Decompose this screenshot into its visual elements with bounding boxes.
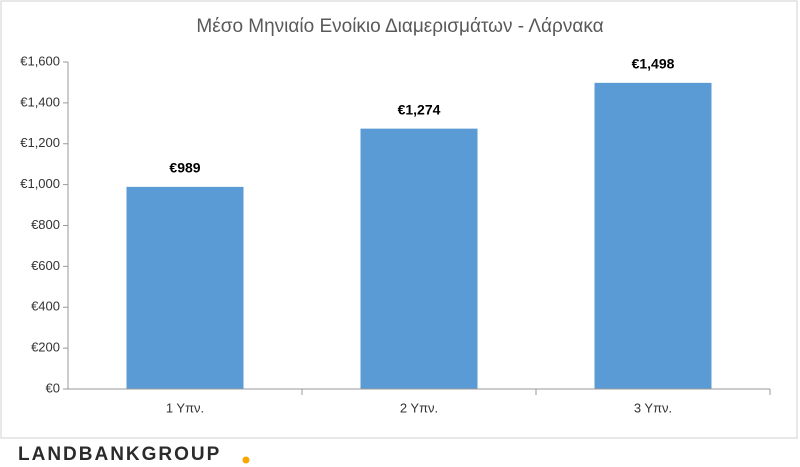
y-tick-label: €0 <box>46 380 60 395</box>
y-tick-label: €600 <box>31 258 60 273</box>
value-label: €1,274 <box>398 101 441 117</box>
y-tick-label: €1,200 <box>20 135 60 150</box>
y-tick-label: €1,000 <box>20 176 60 191</box>
bar <box>594 82 712 389</box>
logo-dot <box>242 456 250 464</box>
bar <box>126 186 244 389</box>
logo: LANDBANKGROUP <box>18 444 221 465</box>
y-tick-label: €1,600 <box>20 53 60 68</box>
x-tick-label: 3 Υπν. <box>634 400 672 415</box>
chart-title: Μέσο Μηνιαίο Ενοίκιο Διαμερισμάτων - Λάρ… <box>196 16 603 37</box>
y-tick-label: €200 <box>31 340 60 355</box>
bar <box>360 128 478 389</box>
value-label: €989 <box>169 160 200 176</box>
y-tick-label: €800 <box>31 217 60 232</box>
y-tick-label: €1,400 <box>20 94 60 109</box>
x-tick-label: 2 Υπν. <box>400 400 438 415</box>
x-tick-label: 1 Υπν. <box>166 400 204 415</box>
y-tick-label: €400 <box>31 299 60 314</box>
value-label: €1,498 <box>632 56 675 72</box>
